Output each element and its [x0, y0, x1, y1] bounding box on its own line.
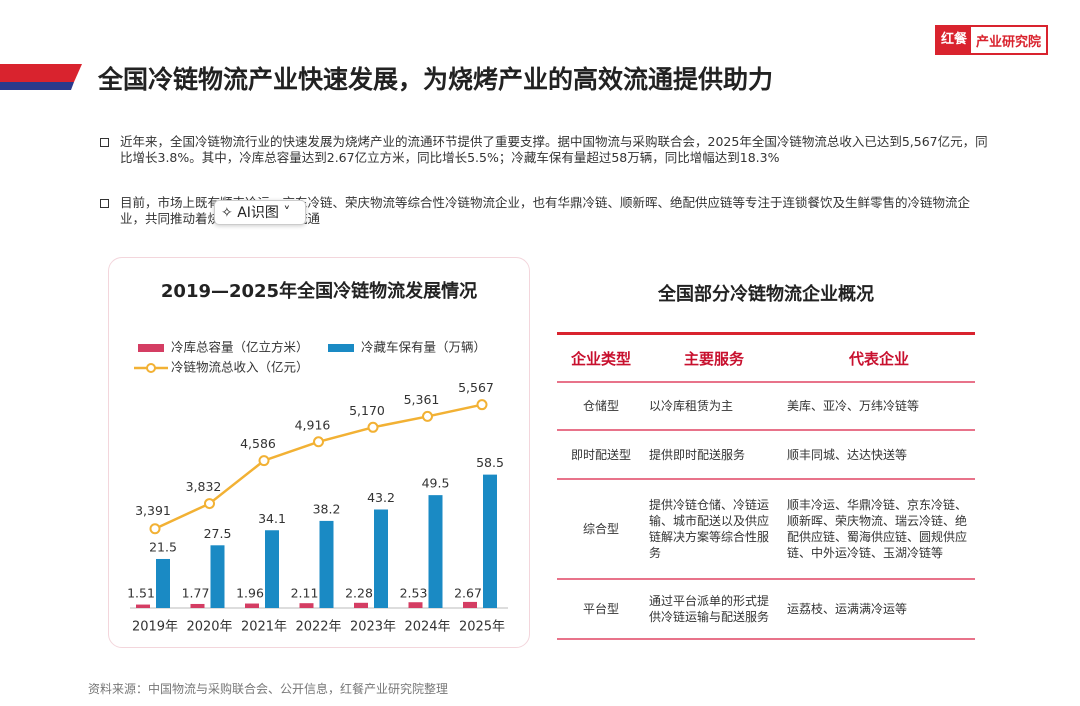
bar-label: 38.2 — [313, 501, 341, 516]
chart: 2019—2025年全国冷链物流发展情况 2019年 2020年 2021年 2022… — [127, 280, 508, 635]
line-label: 3,832 — [186, 479, 222, 494]
cell: 美库、亚冷、万纬冷链等 — [783, 382, 975, 431]
line-point — [313, 436, 324, 448]
legend-label: 冷链物流总收入（亿元） — [171, 360, 309, 375]
row: 仓储型 以冷库租赁为主 美库、亚冷、万纬冷链等 — [557, 382, 975, 431]
ai-label[interactable]: AI识图 — [237, 205, 279, 221]
legend-label: 冷库总容量（亿立方米） — [171, 340, 309, 355]
x-tick-label: 2024年 — [404, 620, 450, 635]
cell: 提供冷链仓储、冷链运输、城市配送以及供应链解决方案等综合性服务 — [645, 479, 783, 580]
x-tick-label: 2020年 — [186, 620, 232, 635]
row: 即时配送型 提供即时配送服务 顺丰同城、达达快送等 — [557, 430, 975, 480]
bar-label: 1.77 — [182, 586, 210, 601]
column-header: 代表企业 — [783, 332, 975, 383]
line-label: 5,567 — [458, 380, 494, 395]
cell: 平台型 — [557, 579, 645, 640]
bar — [299, 603, 314, 608]
header-row: 企业类型 主要服务 代表企业 — [557, 332, 975, 383]
cell: 提供即时配送服务 — [645, 430, 783, 480]
bullet: 近年来，全国冷链物流行业的快速发展为烧烤产业的流通环节提供了重要支撑。据中国物流… — [100, 134, 990, 166]
bar-label: 27.5 — [204, 526, 232, 541]
bar-label: 1.96 — [236, 586, 264, 601]
bar-label: 49.5 — [422, 476, 450, 491]
bar — [245, 603, 259, 608]
bar — [156, 558, 170, 608]
cell: 仓储型 — [557, 382, 645, 431]
bar — [319, 520, 334, 608]
bar — [190, 603, 205, 608]
line-label: 3,391 — [135, 503, 171, 518]
bar-label: 2.53 — [400, 586, 428, 601]
bar-label: 1.51 — [127, 586, 155, 601]
row: 综合型 提供冷链仓储、冷链运输、城市配送以及供应链解决方案等综合性服务 顺丰冷运、华… — [557, 479, 975, 580]
x-tick-label: 2023年 — [350, 620, 396, 635]
bar-label: 2.28 — [345, 586, 373, 601]
column-header: 企业类型 — [557, 332, 645, 383]
source: 资料来源：中国物流与采购联合会、公开信息，红餐产业研究院整理 — [88, 682, 449, 696]
table: 企业类型 主要服务 代表企业 仓储型 以冷库租赁为主 美库、亚冷、万纬冷链等 即时配送型 提供… — [557, 332, 975, 640]
legend-label: 冷藏车保有量（万辆） — [361, 340, 486, 355]
table-title: 全国部分冷链物流企业概况 — [658, 284, 874, 305]
bar — [374, 509, 388, 608]
legend-swatch — [146, 363, 156, 373]
line-point — [367, 421, 379, 433]
line-label: 4,586 — [240, 436, 276, 451]
bar-label: 34.1 — [258, 511, 286, 526]
cell: 通过平台派单的形式提供冷链运输与配送服务 — [645, 579, 783, 640]
line-point — [422, 410, 433, 422]
line-point — [149, 523, 161, 535]
line-point — [204, 498, 215, 510]
bar — [354, 602, 368, 608]
cell: 以冷库租赁为主 — [645, 382, 783, 431]
x-tick-label: 2025年 — [459, 620, 505, 635]
bar — [265, 530, 279, 608]
legend-swatch — [138, 344, 164, 352]
bar — [210, 545, 225, 608]
bar — [428, 495, 443, 608]
chart-card — [108, 257, 530, 648]
column-header: 主要服务 — [645, 332, 783, 383]
logo-brand: 红餐 — [937, 27, 972, 53]
cell: 综合型 — [557, 479, 645, 580]
ai-button[interactable]: ✧ AI识图 ˅ — [214, 200, 306, 225]
x-tick-label: 2019年 — [132, 620, 178, 635]
bar — [408, 602, 423, 608]
bar-label: 2.67 — [454, 586, 482, 601]
line-label: 5,361 — [404, 392, 440, 407]
line-point — [476, 399, 488, 411]
line-point — [258, 455, 270, 467]
cell: 即时配送型 — [557, 430, 645, 480]
bar-label: 2.11 — [291, 586, 319, 601]
bar-label: 58.5 — [476, 455, 504, 470]
line-label: 4,916 — [295, 417, 331, 432]
x-tick-label: 2021年 — [241, 620, 287, 635]
cell: 顺丰同城、达达快送等 — [783, 430, 975, 480]
chart-title: 2019—2025年全国冷链物流发展情况 — [161, 280, 477, 302]
row: 平台型 通过平台派单的形式提供冷链运输与配送服务 运荔枝、运满满冷运等 — [557, 579, 975, 640]
bar — [483, 474, 497, 608]
x-tick-label: 2022年 — [295, 620, 341, 635]
logo-text: 产业研究院 — [976, 34, 1042, 50]
cell: 运荔枝、运满满冷运等 — [783, 579, 975, 640]
legend-swatch — [328, 344, 354, 352]
logo: 红餐 产业研究院 — [935, 25, 1049, 55]
page-title: 全国冷链物流产业快速发展，为烧烤产业的高效流通提供助力 — [98, 65, 774, 94]
bar-label: 43.2 — [367, 490, 395, 505]
bar-label: 21.5 — [149, 539, 177, 554]
bar — [136, 604, 150, 608]
line-label: 5,170 — [349, 403, 385, 418]
cell: 顺丰冷运、华鼎冷链、京东冷链、顺新晖、荣庆物流、瑞云冷链、绝配供应链、蜀海供应链… — [783, 479, 975, 580]
title-stripe — [0, 64, 82, 90]
bar — [463, 601, 477, 608]
